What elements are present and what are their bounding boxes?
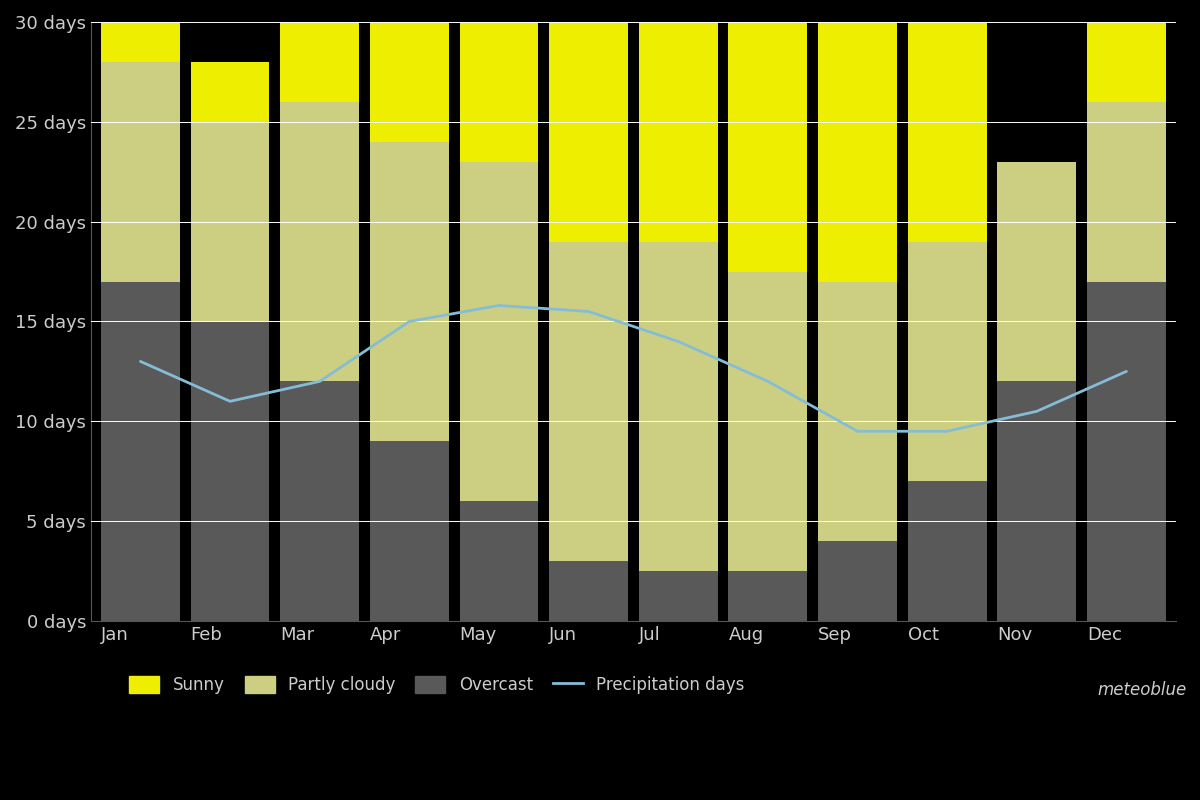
Legend: Sunny, Partly cloudy, Overcast, Precipitation days: Sunny, Partly cloudy, Overcast, Precipit… — [121, 668, 752, 702]
Bar — [907, 242, 986, 481]
Bar — [191, 122, 270, 322]
Bar — [1087, 282, 1166, 621]
Bar — [997, 162, 1076, 382]
Bar — [281, 2, 359, 102]
Bar — [638, 242, 718, 571]
Bar — [101, 62, 180, 282]
Bar — [550, 22, 628, 242]
Bar — [281, 382, 359, 621]
Bar — [728, 271, 808, 571]
Bar — [460, 501, 539, 621]
Bar — [728, 571, 808, 621]
Bar — [191, 62, 270, 122]
Bar — [370, 142, 449, 442]
Bar — [818, 282, 896, 541]
Bar — [728, 22, 808, 271]
Bar — [460, 162, 539, 501]
Bar — [370, 442, 449, 621]
Bar — [281, 102, 359, 382]
Bar — [370, 2, 449, 142]
Bar — [101, 282, 180, 621]
Bar — [638, 571, 718, 621]
Bar — [191, 322, 270, 621]
Text: meteoblue: meteoblue — [1097, 681, 1187, 698]
Bar — [101, 22, 180, 62]
Bar — [907, 481, 986, 621]
Bar — [550, 561, 628, 621]
Bar — [638, 22, 718, 242]
Bar — [460, 22, 539, 162]
Bar — [818, 541, 896, 621]
Bar — [997, 382, 1076, 621]
Bar — [818, 22, 896, 282]
Bar — [1087, 22, 1166, 102]
Bar — [550, 242, 628, 561]
Bar — [907, 22, 986, 242]
Bar — [1087, 102, 1166, 282]
